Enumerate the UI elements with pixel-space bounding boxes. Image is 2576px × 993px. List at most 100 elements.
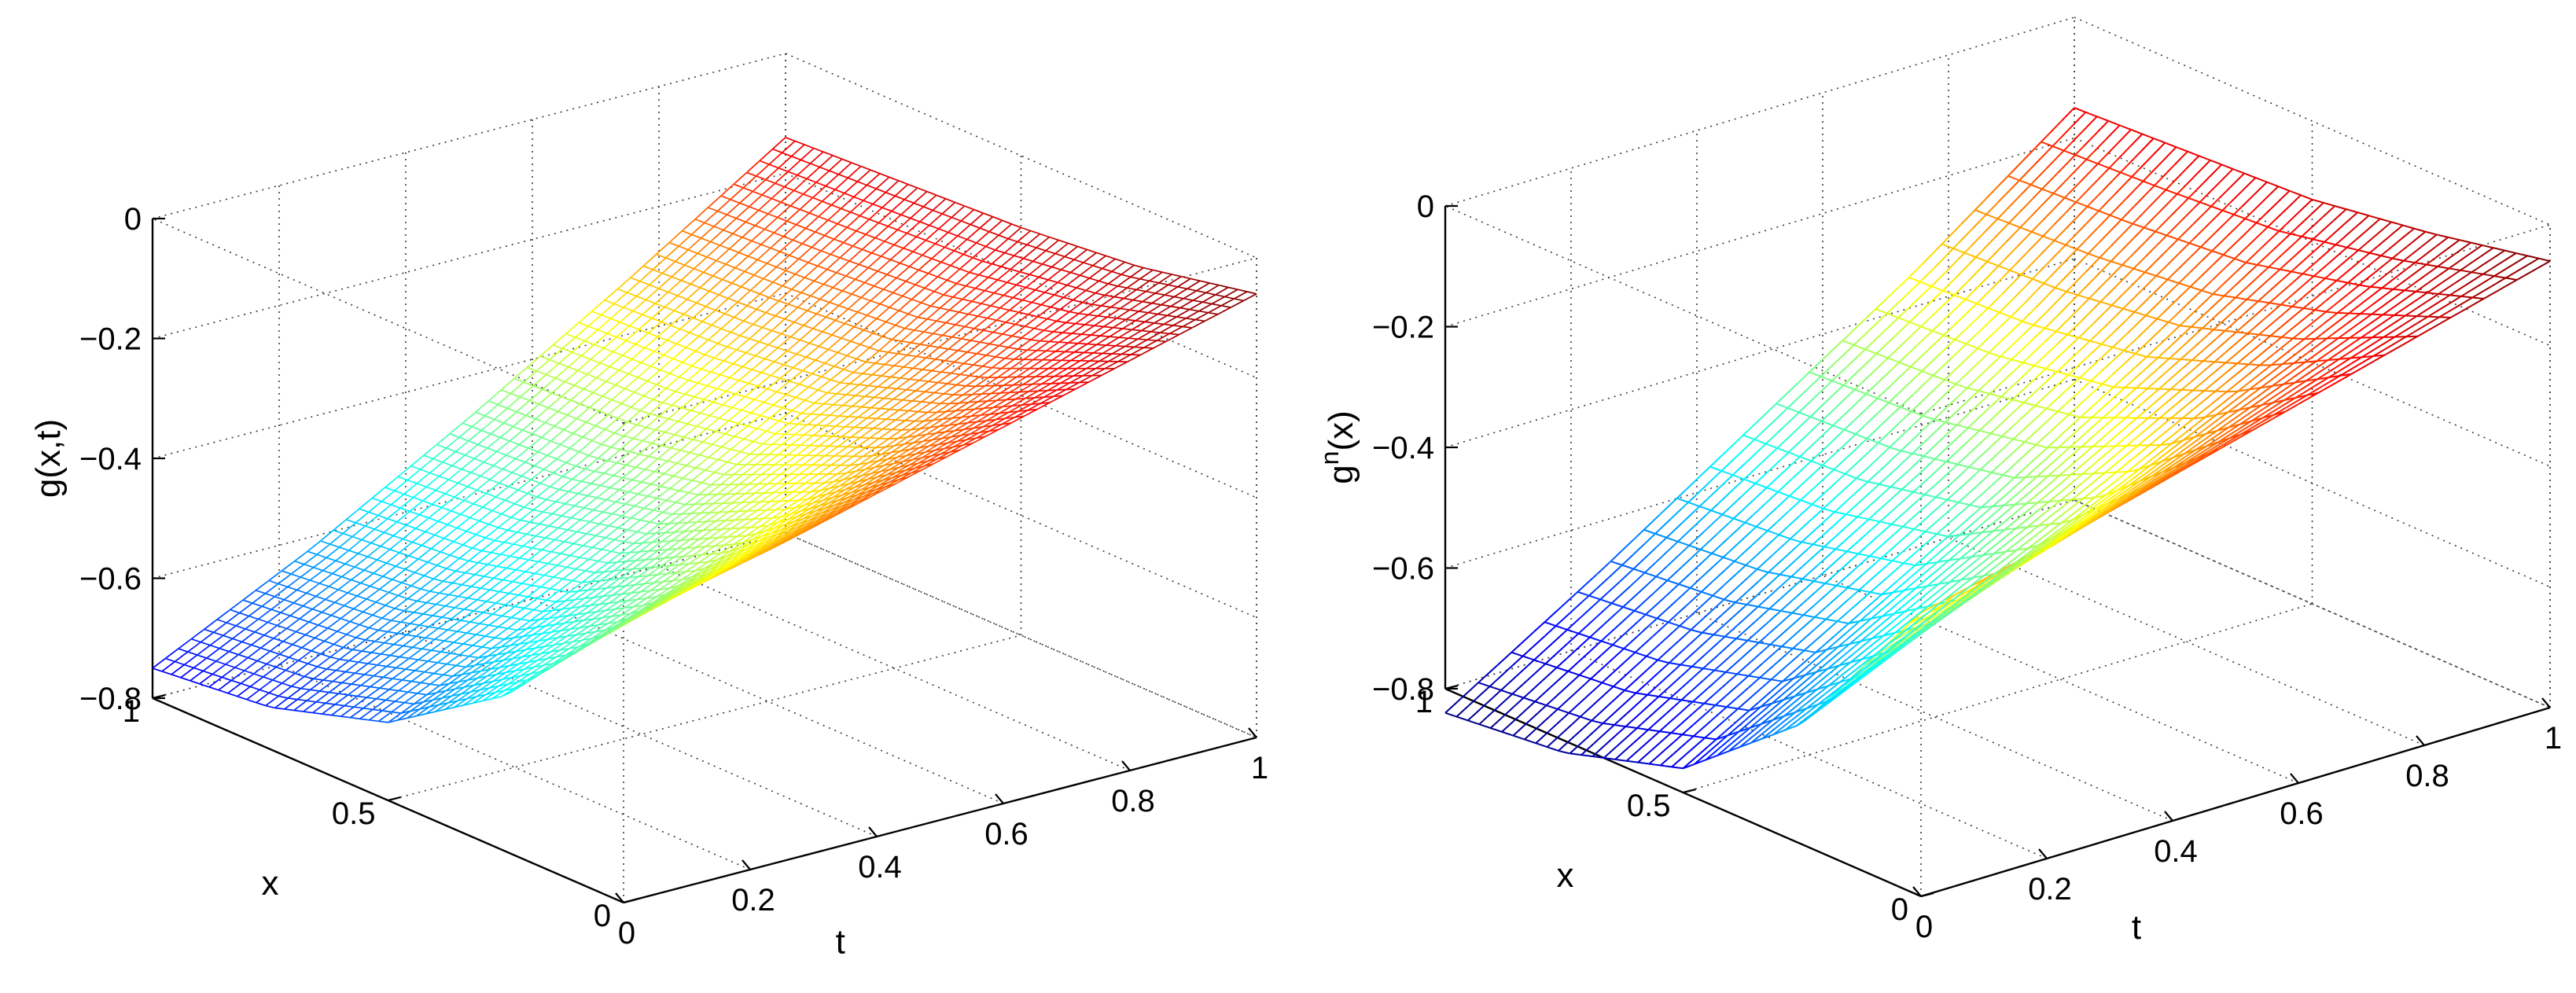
left-mesh-segment <box>1177 278 1191 288</box>
left-mesh-segment <box>657 336 672 349</box>
left-mesh-segment <box>801 441 815 452</box>
left-mesh-segment <box>709 539 723 550</box>
left-mesh-segment <box>657 336 668 341</box>
left-mesh-segment <box>897 311 911 324</box>
left-mesh-segment <box>968 401 978 403</box>
left-mesh-segment <box>360 582 370 587</box>
left-mesh-segment <box>495 496 506 502</box>
left-mesh-segment <box>753 276 767 289</box>
left-mesh-segment <box>669 373 679 378</box>
left-mesh-segment <box>278 645 292 656</box>
left-mesh-segment <box>701 489 715 500</box>
left-mesh-segment <box>784 186 794 192</box>
left-mesh-segment <box>224 654 238 666</box>
left-mesh-segment <box>500 688 514 697</box>
left-mesh-segment <box>804 460 819 471</box>
left-mesh-segment <box>788 303 798 308</box>
left-mesh-segment <box>1218 306 1232 314</box>
left-mesh-segment <box>585 340 599 353</box>
left-mesh-segment <box>770 450 784 462</box>
left-mesh-segment <box>348 694 358 697</box>
left-mesh-segment <box>1038 339 1052 350</box>
left-mesh-segment <box>910 253 924 267</box>
left-mesh-segment <box>857 491 871 501</box>
left-mesh-segment <box>933 450 948 458</box>
left-mesh-segment <box>838 173 848 179</box>
left-mesh-segment <box>563 428 574 435</box>
left-mesh-segment <box>557 377 571 389</box>
left-mesh-segment <box>679 498 693 510</box>
left-mesh-segment <box>628 461 642 473</box>
left-mesh-segment <box>1096 344 1106 346</box>
left-mesh-segment <box>656 253 667 259</box>
left-mesh-segment <box>473 656 487 668</box>
left-mesh-segment <box>737 301 748 307</box>
left-mesh-segment <box>602 548 612 553</box>
left-mesh-segment <box>565 462 576 467</box>
left-mesh-segment <box>1063 296 1073 301</box>
left-mesh-segment <box>1246 291 1257 295</box>
left-box-edge <box>152 218 624 424</box>
left-mesh-segment <box>442 561 456 572</box>
left-mesh-segment <box>711 325 726 337</box>
left-mesh-segment <box>775 510 789 521</box>
left-mesh-segment <box>993 403 1007 413</box>
left-mesh-segment <box>1100 335 1110 337</box>
left-mesh-segment <box>797 513 811 523</box>
left-mesh-segment <box>679 449 690 454</box>
left-mesh-segment <box>1187 280 1201 289</box>
left-mesh-segment <box>815 231 825 237</box>
left-mesh-segment <box>734 436 745 440</box>
left-mesh-segment <box>954 238 968 251</box>
left-mesh-segment <box>212 664 226 675</box>
left-mesh-segment <box>171 664 185 675</box>
left-mesh-segment <box>694 507 708 518</box>
left-mesh-segment <box>517 576 532 587</box>
left-mesh-segment <box>615 501 626 505</box>
left-mesh-segment <box>1199 280 1210 284</box>
left-mesh-segment <box>682 230 692 236</box>
left-mesh-segment <box>873 480 887 489</box>
left-mesh-segment <box>764 358 775 362</box>
left-mesh-segment <box>812 234 826 247</box>
left-mesh-segment <box>294 672 305 678</box>
left-mesh-segment <box>635 583 645 586</box>
left-mesh-segment <box>988 276 998 281</box>
left-mesh-segment <box>782 285 793 290</box>
left-mesh-segment <box>1047 387 1062 396</box>
left-mesh-segment <box>969 340 983 351</box>
left-mesh-segment <box>794 517 808 528</box>
left-mesh-segment <box>1018 348 1028 351</box>
left-mesh-segment <box>647 465 661 478</box>
left-mesh-segment <box>941 201 956 215</box>
left-mesh-segment <box>596 497 607 501</box>
left-mesh-segment <box>864 451 878 462</box>
left-mesh-segment <box>818 346 832 359</box>
left-mesh-segment <box>387 517 398 523</box>
left-mesh-segment <box>429 571 443 583</box>
left-mesh-segment <box>744 270 755 276</box>
left-mesh-segment <box>1189 308 1199 312</box>
left-mesh-segment <box>660 455 674 468</box>
left-mesh-segment <box>381 617 392 622</box>
left-mesh-segment <box>334 704 345 707</box>
left-mesh-segment <box>1023 289 1037 300</box>
left-mesh-segment <box>742 366 756 378</box>
left-mesh-segment <box>265 695 279 707</box>
left-mesh-segment <box>723 229 734 234</box>
left-mesh-segment <box>344 542 359 554</box>
left-mesh-segment <box>502 615 512 619</box>
left-mesh-segment <box>726 390 736 395</box>
left-mesh-segment <box>592 392 603 397</box>
left-mesh-segment <box>723 506 737 517</box>
left-mesh-segment <box>677 247 691 260</box>
left-mesh-segment <box>1025 348 1040 359</box>
left-mesh-segment <box>852 327 867 340</box>
left-mesh-segment <box>366 535 381 547</box>
left-mesh-segment <box>683 266 697 279</box>
left-mesh-segment <box>748 256 758 261</box>
left-mesh-segment <box>998 234 1009 240</box>
left-mesh-segment <box>533 609 543 612</box>
left-mesh-segment <box>713 506 727 517</box>
left-mesh-segment <box>725 545 739 555</box>
